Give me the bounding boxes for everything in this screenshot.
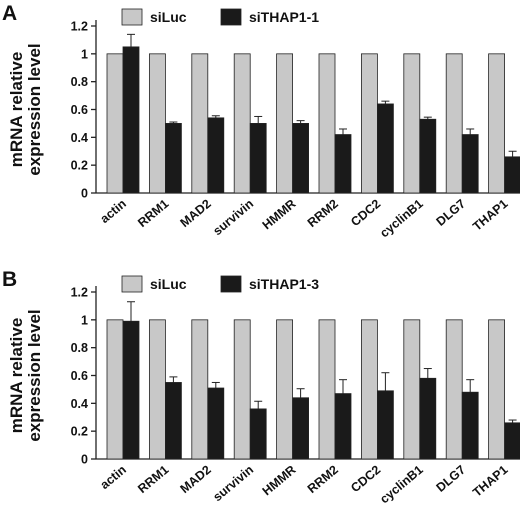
legend-label-series2: siTHAP1-3 (249, 276, 319, 292)
bar-series2 (164, 382, 182, 460)
y-axis-label: mRNA relative expression level (7, 43, 44, 175)
legend-swatch-series2 (220, 275, 242, 293)
x-tick-label: CDC2 (348, 197, 383, 230)
x-tick-label: HMMR (260, 463, 299, 499)
x-tick-label: CDC2 (348, 463, 383, 496)
bar-series1 (488, 319, 506, 460)
bar-series1 (106, 319, 124, 460)
bar-series1 (488, 53, 506, 194)
legend-swatch-series1 (121, 275, 143, 293)
bar-series2 (461, 391, 479, 460)
bar-series2 (122, 46, 140, 194)
bar-series2 (292, 397, 310, 460)
legend-label-series1: siLuc (150, 276, 187, 292)
bar-series1 (360, 319, 378, 460)
x-tick-label: actin (98, 197, 129, 226)
y-tick-label: 0.8 (71, 341, 88, 355)
bar-series2 (207, 387, 225, 460)
x-tick-label: THAP1 (470, 463, 510, 500)
bar-series1 (233, 319, 251, 460)
bar-series2 (164, 123, 182, 194)
bar-series2 (334, 393, 352, 460)
x-tick-label: MAD2 (178, 197, 214, 231)
x-tick-label: RRM1 (135, 463, 171, 497)
legend: siLuc siTHAP1-1 (121, 8, 319, 26)
legend-label-series1: siLuc (150, 9, 187, 25)
y-tick-label: 1.2 (71, 20, 88, 34)
y-axis-label-line1: mRNA relative (7, 318, 26, 434)
bar-series1 (148, 319, 166, 460)
bar-series1 (360, 53, 378, 194)
y-tick-label: 0.2 (71, 159, 88, 173)
x-tick-label: THAP1 (470, 197, 510, 234)
bar-series1 (403, 53, 421, 194)
bar-series1 (106, 53, 124, 194)
y-tick-label: 0.4 (71, 397, 88, 411)
bar-series1 (403, 319, 421, 460)
y-axis-label-line1: mRNA relative (7, 52, 26, 168)
y-tick-label: 1.2 (71, 286, 88, 300)
bar-series1 (318, 319, 336, 460)
panel-label: A (2, 2, 17, 25)
panel-label: B (2, 268, 17, 291)
x-tick-label: cyclinB1 (377, 463, 425, 507)
x-tick-label: DLG7 (434, 463, 469, 495)
bar-series2 (334, 134, 352, 194)
bar-series2 (249, 123, 267, 194)
x-tick-label: survivin (210, 197, 256, 239)
bar-series2 (461, 134, 479, 194)
bar-series1 (148, 53, 166, 194)
y-tick-label: 0.4 (71, 131, 88, 145)
x-tick-label: RRM1 (135, 197, 171, 231)
y-tick-label: 0.8 (71, 75, 88, 89)
legend-swatch-series1 (121, 8, 143, 26)
legend: siLuc siTHAP1-3 (121, 275, 319, 293)
y-tick-label: 0.6 (71, 103, 88, 117)
bar-series1 (191, 319, 209, 460)
bar-series2 (292, 123, 310, 194)
bar-series1 (318, 53, 336, 194)
bar-series2 (122, 320, 140, 460)
x-tick-label: survivin (210, 463, 256, 505)
y-axis-label-line2: expression level (25, 43, 44, 175)
bar-series1 (276, 319, 294, 460)
x-tick-label: RRM2 (305, 463, 341, 497)
bar-series2 (249, 408, 267, 460)
bar-series1 (233, 53, 251, 194)
x-tick-label: DLG7 (434, 197, 469, 229)
y-tick-label: 0 (81, 187, 88, 201)
y-axis-label-line2: expression level (25, 309, 44, 441)
x-tick-label: cyclinB1 (377, 197, 425, 241)
x-tick-label: HMMR (260, 197, 299, 233)
bar-series2 (376, 103, 394, 194)
x-tick-label: RRM2 (305, 197, 341, 231)
bar-series1 (445, 319, 463, 460)
legend-swatch-series2 (220, 8, 242, 26)
bar-series1 (445, 53, 463, 194)
bar-series2 (419, 377, 437, 460)
bar-series2 (504, 156, 520, 194)
y-tick-label: 1 (81, 47, 88, 61)
x-tick-label: actin (98, 463, 129, 492)
bar-series2 (207, 117, 225, 194)
bar-series2 (504, 422, 520, 460)
bar-series1 (276, 53, 294, 194)
y-tick-label: 0.2 (71, 425, 88, 439)
y-axis-label: mRNA relative expression level (7, 309, 44, 441)
bar-series2 (376, 390, 394, 460)
bar-series1 (191, 53, 209, 194)
y-tick-label: 1 (81, 313, 88, 327)
y-tick-label: 0 (81, 453, 88, 467)
x-tick-label: MAD2 (178, 463, 214, 497)
legend-label-series2: siTHAP1-1 (249, 9, 319, 25)
y-tick-label: 0.6 (71, 369, 88, 383)
bar-series2 (419, 118, 437, 194)
